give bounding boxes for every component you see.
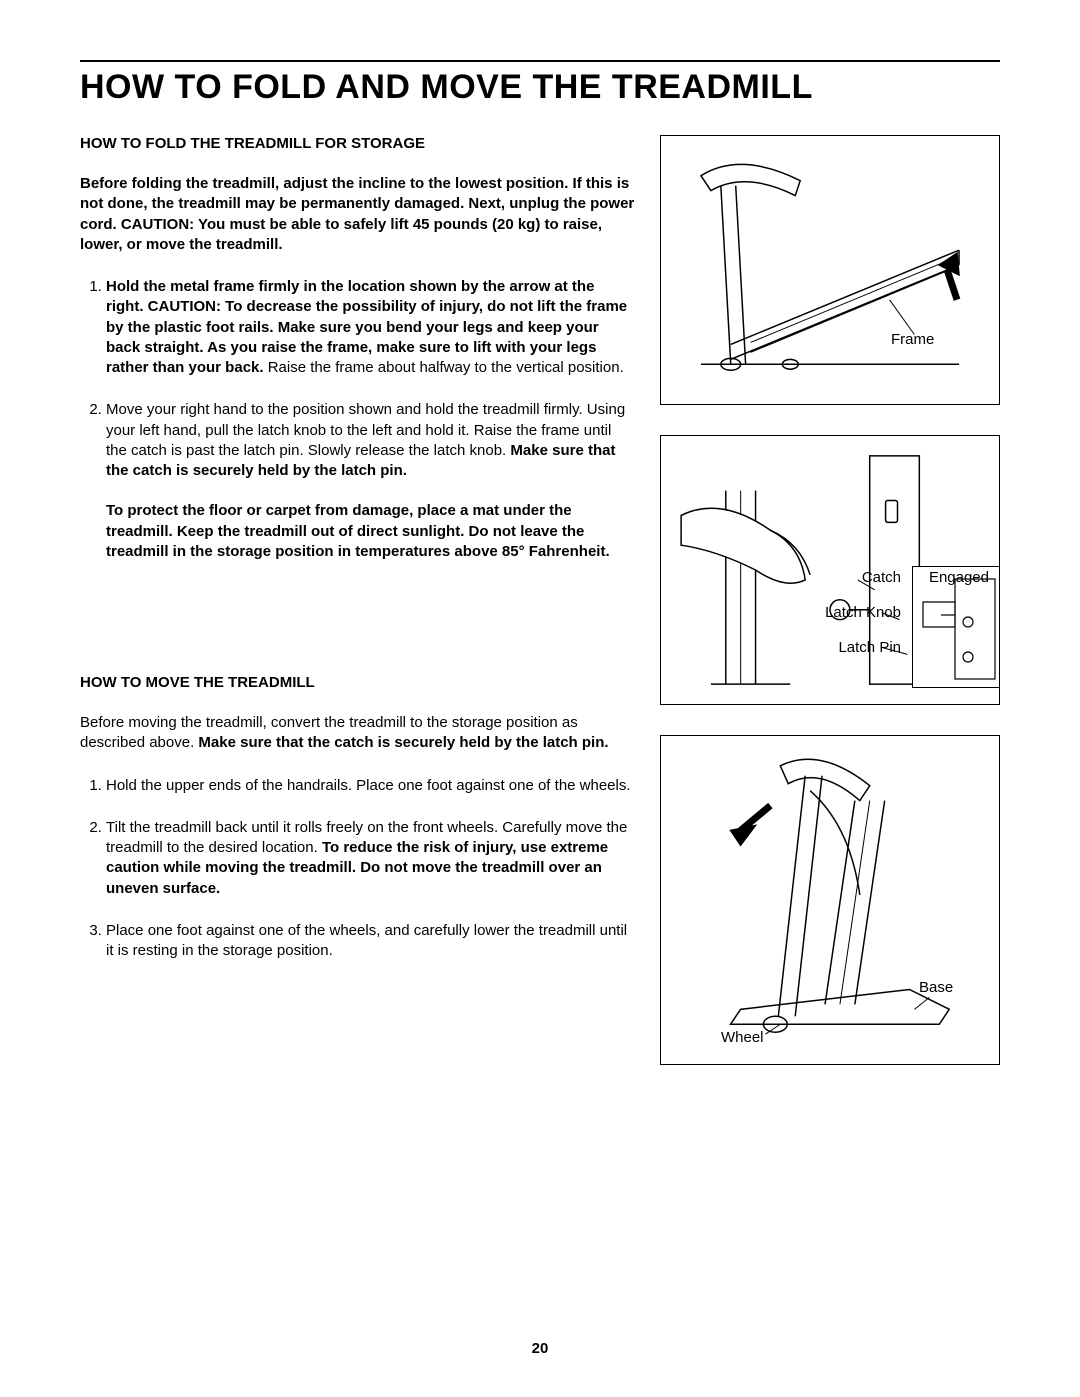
fold-step1-rest: Raise the frame about halfway to the ver… <box>264 359 624 376</box>
label-latch-pin: Latch Pin <box>838 639 901 656</box>
label-wheel: Wheel <box>721 1029 764 1046</box>
fold-step-1: Hold the metal frame firmly in the locat… <box>106 277 636 378</box>
fold-step-2: Move your right hand to the position sho… <box>106 400 636 562</box>
right-column: Frame <box>660 135 1000 1095</box>
label-latch-knob: Latch Knob <box>825 604 901 621</box>
fold-intro: Before folding the treadmill, adjust the… <box>80 174 636 255</box>
fold-heading: HOW TO FOLD THE TREADMILL FOR STORAGE <box>80 135 636 152</box>
move-step-3: Place one foot against one of the wheels… <box>106 921 636 962</box>
figure-fold: Frame <box>660 135 1000 405</box>
figure-move: Wheel Base <box>660 735 1000 1065</box>
fold-step2-p2: To protect the floor or carpet from dama… <box>106 501 636 562</box>
left-column: HOW TO FOLD THE TREADMILL FOR STORAGE Be… <box>80 135 636 1095</box>
label-frame: Frame <box>891 331 934 348</box>
move-intro-b: Make sure that the catch is securely hel… <box>198 734 608 751</box>
move-step-1: Hold the upper ends of the handrails. Pl… <box>106 776 636 796</box>
move-heading: HOW TO MOVE THE TREADMILL <box>80 674 636 691</box>
label-catch: Catch <box>862 569 901 586</box>
page-number: 20 <box>0 1340 1080 1357</box>
move-step-2: Tilt the treadmill back until it rolls f… <box>106 818 636 899</box>
spacer <box>80 584 636 674</box>
page-title: HOW TO FOLD AND MOVE THE TREADMILL <box>80 68 1000 107</box>
fold-diagram <box>661 136 999 404</box>
figure-latch: Catch Engaged Latch Knob Latch Pin <box>660 435 1000 705</box>
move-diagram <box>661 736 999 1064</box>
label-base: Base <box>919 979 953 996</box>
move-steps: Hold the upper ends of the handrails. Pl… <box>80 776 636 962</box>
label-engaged: Engaged <box>929 569 989 586</box>
move-intro: Before moving the treadmill, convert the… <box>80 713 636 754</box>
top-rule <box>80 60 1000 62</box>
fold-steps: Hold the metal frame firmly in the locat… <box>80 277 636 562</box>
content-area: HOW TO FOLD THE TREADMILL FOR STORAGE Be… <box>80 135 1000 1095</box>
